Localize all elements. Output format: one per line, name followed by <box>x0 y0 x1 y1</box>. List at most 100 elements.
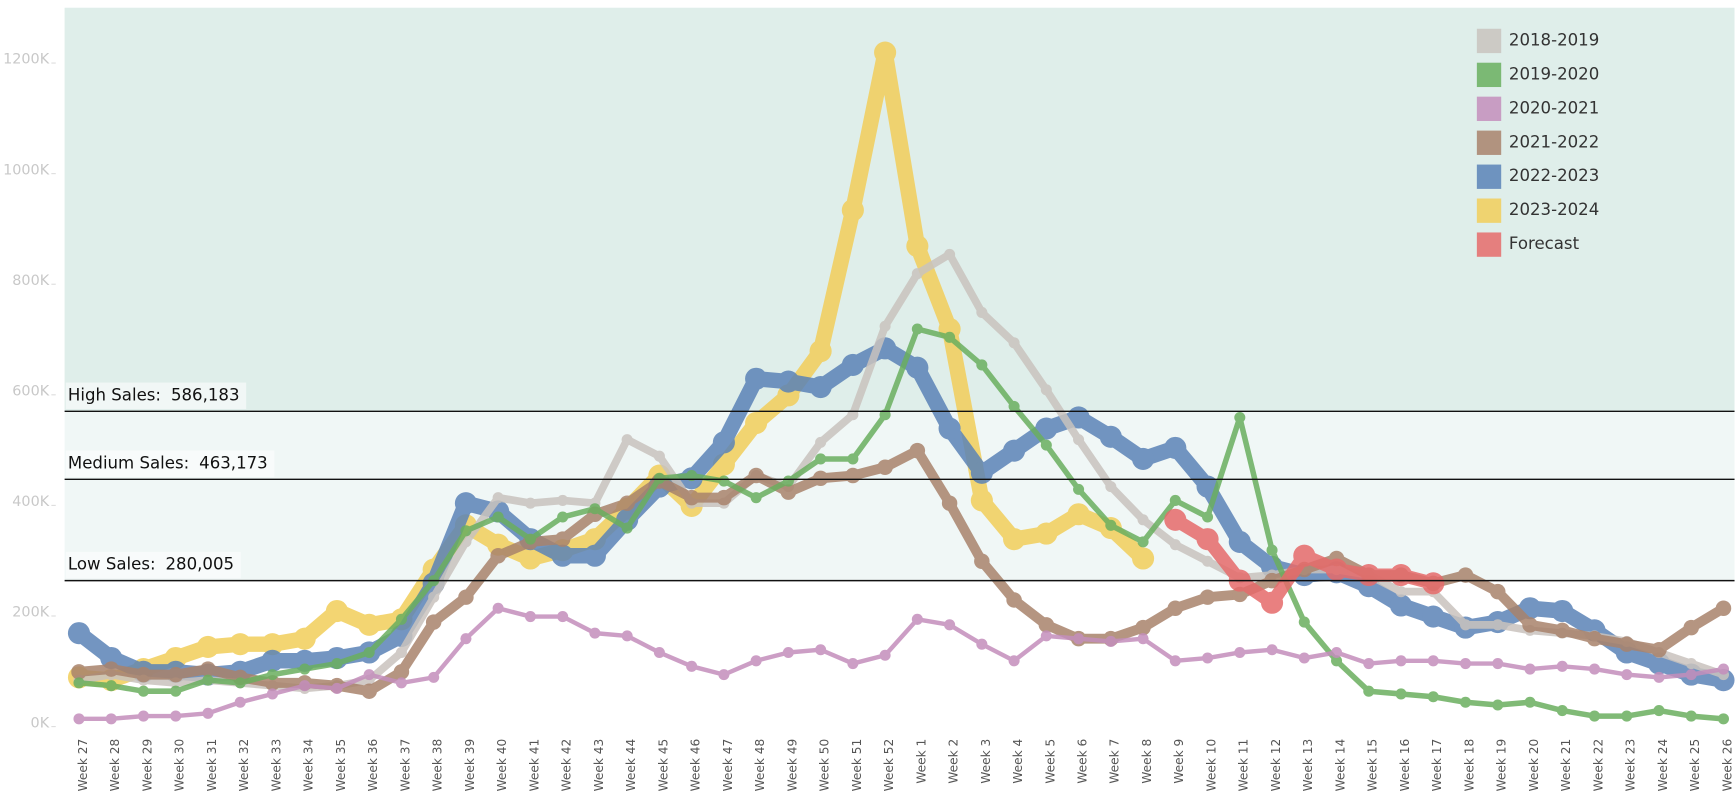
point <box>621 434 633 446</box>
point <box>780 484 797 500</box>
point <box>1621 710 1633 722</box>
reference-label: Medium Sales: <box>68 453 189 472</box>
point <box>1006 592 1022 608</box>
point <box>1073 483 1085 495</box>
point <box>1008 400 1020 412</box>
point <box>1422 572 1445 595</box>
point <box>1459 696 1472 708</box>
point <box>1653 705 1665 717</box>
point <box>970 461 993 484</box>
point <box>1588 710 1601 722</box>
point <box>202 674 214 686</box>
point <box>911 268 923 280</box>
point <box>1038 617 1055 633</box>
point <box>976 306 988 318</box>
legend-label: Forecast <box>1509 234 1580 253</box>
point <box>1105 481 1117 493</box>
point <box>261 633 284 656</box>
point <box>1717 713 1730 725</box>
point <box>847 453 859 465</box>
x-tick-label: Week 21 <box>1559 739 1573 792</box>
point <box>557 494 569 506</box>
point <box>358 613 381 636</box>
point <box>135 666 152 683</box>
point <box>1331 646 1343 659</box>
point <box>1164 436 1187 459</box>
point <box>1003 528 1026 551</box>
x-tick-label: Week 20 <box>1527 739 1541 792</box>
point <box>845 467 861 484</box>
x-tick-label: Week 23 <box>1624 739 1638 792</box>
point <box>718 669 730 681</box>
point <box>621 630 633 642</box>
point <box>716 489 732 506</box>
point <box>395 646 407 659</box>
x-tick-label: Week 14 <box>1333 738 1347 791</box>
y-tick-label: 800K <box>12 273 49 289</box>
point <box>105 713 117 725</box>
point <box>1003 439 1026 462</box>
point <box>683 489 700 506</box>
reference-label: High Sales: <box>68 385 161 404</box>
point <box>557 511 569 523</box>
x-tick-label: Week 51 <box>850 739 864 792</box>
x-tick-label: Week 25 <box>1688 739 1702 792</box>
point <box>1492 658 1504 670</box>
point <box>589 627 601 639</box>
legend-swatch <box>1476 164 1502 189</box>
y-tick-label: 400K <box>12 494 49 510</box>
x-tick-label: Week 36 <box>366 739 380 792</box>
point <box>1651 641 1667 658</box>
point <box>73 677 85 689</box>
point <box>229 633 252 656</box>
point <box>911 613 923 625</box>
x-tick-label: Week 8 <box>1140 739 1154 784</box>
x-tick-label: Week 9 <box>1172 739 1186 784</box>
point <box>490 547 506 564</box>
point <box>1715 600 1732 616</box>
point <box>1202 511 1214 523</box>
legend-label: 2018-2019 <box>1509 30 1599 49</box>
point <box>170 710 182 722</box>
reference-value: 463,173 <box>199 453 268 472</box>
point <box>363 669 375 681</box>
x-tick-label: Week 31 <box>205 739 219 792</box>
point <box>619 495 635 511</box>
point <box>748 467 764 484</box>
point <box>809 340 832 363</box>
point <box>909 442 926 459</box>
legend-swatch <box>1476 198 1502 223</box>
legend-label: 2022-2023 <box>1509 166 1599 185</box>
point <box>745 411 768 435</box>
point <box>428 671 440 683</box>
x-tick-label: Week 38 <box>431 739 445 792</box>
point <box>944 619 956 631</box>
point <box>137 685 150 697</box>
point <box>941 495 958 511</box>
point <box>1199 589 1216 605</box>
point <box>1357 564 1380 587</box>
point <box>1685 710 1697 722</box>
x-tick-label: Week 48 <box>753 739 767 792</box>
point <box>906 235 929 258</box>
point <box>879 649 891 661</box>
y-tick-label: 1200K <box>3 52 50 68</box>
point <box>1137 514 1149 526</box>
x-tick-label: Week 45 <box>656 739 670 792</box>
point <box>395 613 407 625</box>
point <box>1459 619 1472 631</box>
legend-label: 2023-2024 <box>1509 200 1599 219</box>
x-tick-label: Week 47 <box>721 739 735 792</box>
point <box>1099 425 1122 448</box>
x-tick-label: Week 2 <box>947 739 961 784</box>
point <box>1492 699 1504 711</box>
reference-value: 280,005 <box>166 555 235 574</box>
point <box>1073 633 1085 645</box>
point <box>1202 652 1214 664</box>
point <box>458 589 474 605</box>
x-tick-label: Week 19 <box>1495 739 1509 792</box>
point <box>460 525 472 537</box>
line <box>71 44 1151 688</box>
x-tick-label: Week 44 <box>624 738 638 791</box>
point <box>393 664 410 680</box>
